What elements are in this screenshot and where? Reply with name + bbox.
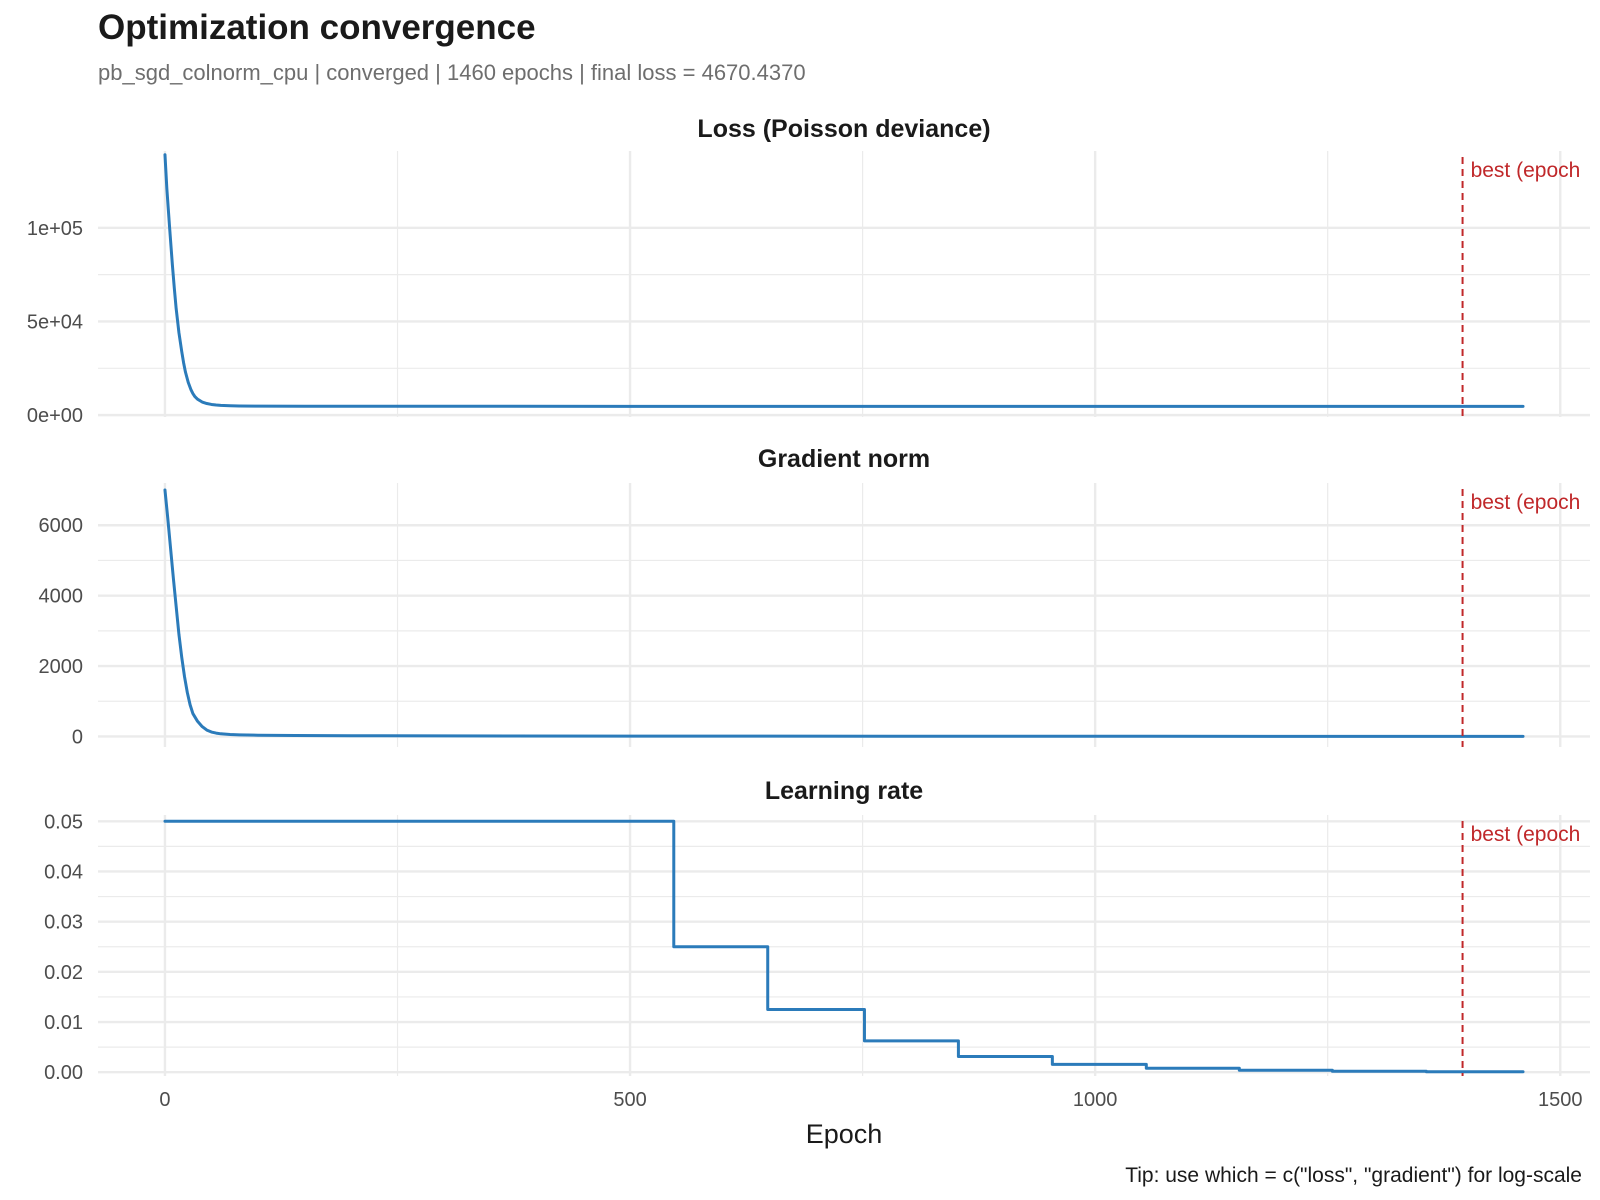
panel-1: 0 2000 4000 6000 Gradient norm best (epoch [39, 445, 1590, 748]
panel-title: Learning rate [765, 777, 923, 805]
y-tick-label: 5e+04 [27, 311, 83, 333]
y-tick-label: 0.00 [44, 1062, 83, 1084]
x-tick-label: 500 [613, 1089, 646, 1111]
y-tick-label: 0.01 [44, 1012, 83, 1034]
x-axis-label: Epoch [806, 1119, 883, 1149]
panel-0: 0e+00 5e+04 1e+05 Loss (Poisson deviance) be… [27, 115, 1590, 427]
y-tick-label: 1e+05 [27, 218, 83, 240]
x-tick-label: 0 [159, 1089, 170, 1111]
panel-title: Loss (Poisson deviance) [697, 115, 990, 143]
series-line [163, 819, 1525, 1074]
y-tick-label: 0.02 [44, 962, 83, 984]
best-epoch-label: best (epoch [1471, 491, 1581, 514]
panel-2: 0.00 0.01 0.02 0.03 0.04 0.05 Learning rate bes… [44, 777, 1590, 1084]
y-tick-label: 2000 [39, 656, 84, 678]
y-tick-label: 6000 [39, 515, 84, 537]
chart-title: Optimization convergence [98, 8, 536, 47]
panel-title: Gradient norm [758, 445, 930, 473]
y-tick-label: 0.03 [44, 912, 83, 934]
x-tick-label: 1500 [1538, 1089, 1583, 1111]
y-tick-label: 0.04 [44, 861, 83, 883]
chart-subtitle: pb_sgd_colnorm_cpu | converged | 1460 ep… [98, 60, 806, 85]
best-epoch-label: best (epoch [1471, 159, 1581, 182]
y-tick-label: 0.05 [44, 811, 83, 833]
y-tick-label: 0e+00 [27, 405, 83, 427]
series-line [163, 153, 1525, 408]
x-tick-label: 1000 [1073, 1089, 1118, 1111]
y-tick-label: 4000 [39, 586, 84, 608]
chart-caption: Tip: use which = c("loss", "gradient") f… [1125, 1164, 1582, 1187]
y-tick-label: 0 [72, 726, 83, 748]
series-line [163, 488, 1525, 738]
best-epoch-label: best (epoch [1471, 823, 1581, 846]
